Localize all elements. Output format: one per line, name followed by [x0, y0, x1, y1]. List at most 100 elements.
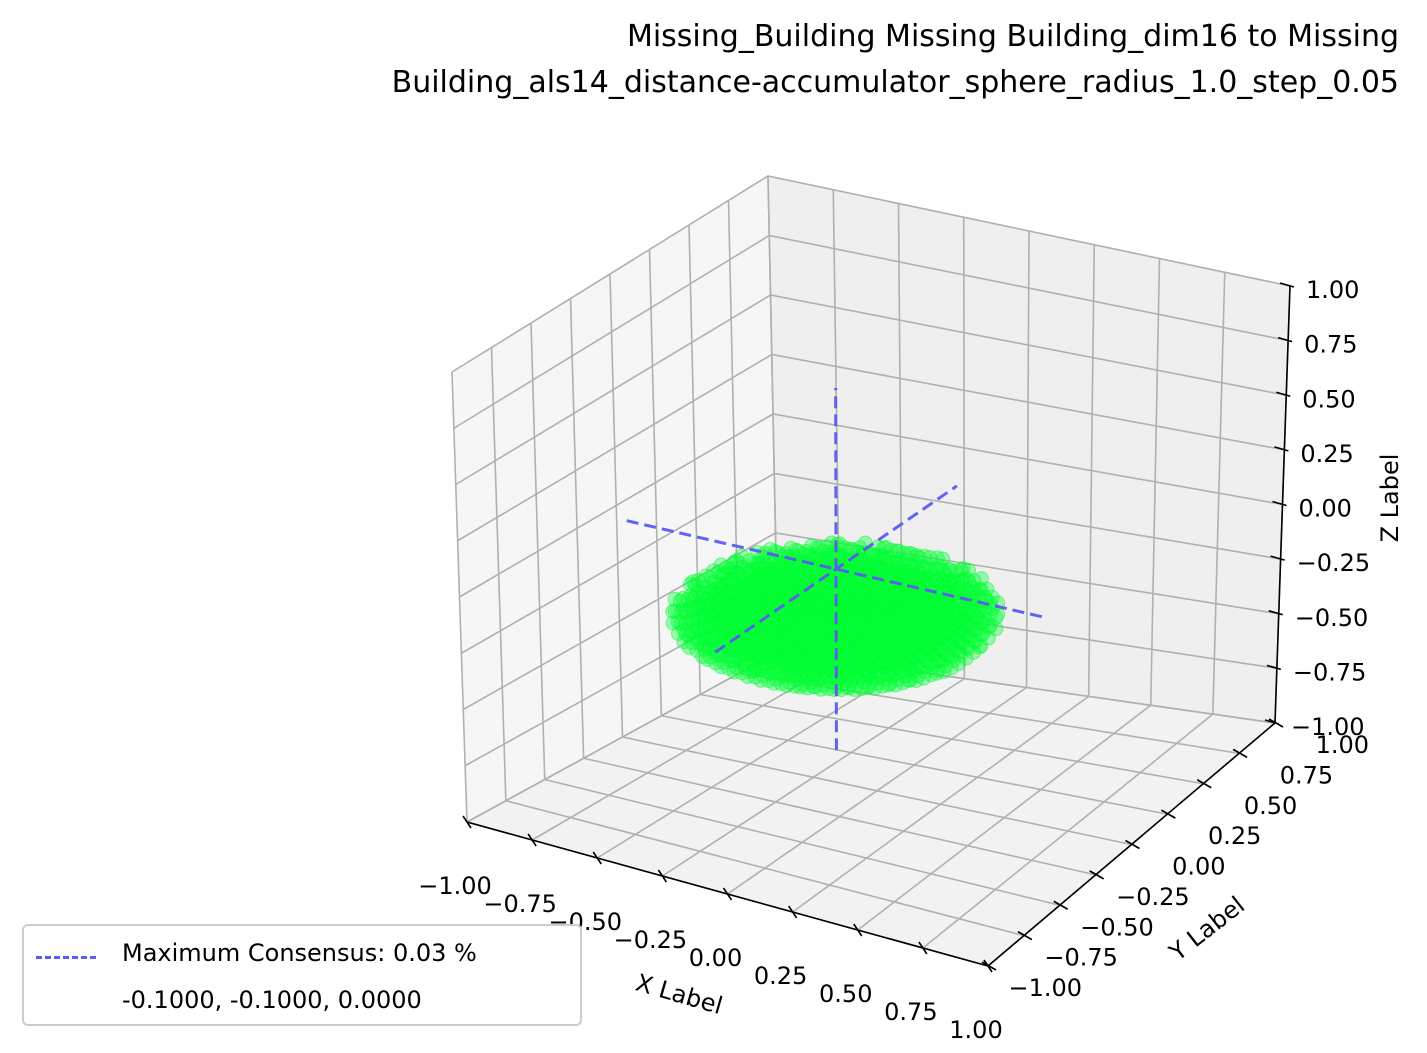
z-tick-label: 0.00 [1299, 495, 1352, 523]
point-cloud-point [849, 632, 864, 648]
point-cloud-point [723, 608, 739, 623]
point-cloud-point [839, 668, 855, 684]
point-cloud-point [802, 629, 817, 645]
z-tick-label: 1.00 [1306, 276, 1359, 304]
x-axis-label: X Label [633, 969, 726, 1020]
z-tick-label: 0.50 [1302, 385, 1355, 413]
legend-dashed-line-swatch [36, 956, 96, 959]
point-cloud-point [681, 628, 697, 644]
point-cloud-point [944, 637, 960, 653]
point-cloud-point [862, 584, 878, 600]
grid-line-y [727, 200, 1240, 755]
point-cloud-point [871, 610, 887, 626]
point-cloud-point [781, 629, 797, 645]
point-cloud-point [700, 640, 716, 656]
point-cloud-point [901, 661, 917, 677]
point-cloud-point [880, 666, 896, 682]
z-tick-label: 0.75 [1304, 331, 1357, 359]
grid-line-y [490, 347, 1025, 937]
x-tick-label: 0.00 [689, 944, 742, 972]
point-cloud-point [897, 568, 913, 584]
grid-line-z [451, 175, 1291, 373]
point-cloud-point [960, 607, 976, 623]
z-tick-label: −0.50 [1295, 604, 1369, 632]
point-cloud-point [906, 596, 922, 612]
point-cloud-point [927, 603, 943, 619]
point-cloud-point [854, 647, 870, 663]
point-cloud-point [920, 558, 936, 574]
point-cloud-point [740, 646, 755, 662]
point-cloud-point [925, 614, 941, 630]
legend: Maximum Consensus: 0.03 % -0.1000, -0.10… [22, 924, 582, 1026]
point-cloud-point [768, 626, 784, 642]
point-cloud-point [826, 659, 842, 675]
point-cloud-point [753, 650, 769, 666]
point-cloud-point [933, 559, 949, 575]
y-tick-label: 0.50 [1244, 792, 1297, 820]
point-cloud-point [959, 571, 974, 587]
point-cloud-point [770, 560, 786, 576]
x-tick-label: −0.25 [614, 926, 688, 954]
point-cloud-point [745, 663, 761, 679]
point-cloud-point [919, 608, 935, 624]
point-cloud-point [934, 597, 950, 613]
y-tick-label: 1.00 [1316, 731, 1369, 759]
point-cloud-point [958, 628, 974, 644]
y-tick-label: −0.25 [1116, 883, 1190, 911]
point-cloud-point [784, 564, 799, 580]
point-cloud-point [938, 568, 954, 584]
point-cloud-point [875, 645, 891, 660]
point-cloud-point [817, 612, 833, 628]
z-axis-label: Z Label [1376, 454, 1404, 543]
point-cloud-point [830, 614, 846, 630]
grid-line-y [530, 322, 1060, 907]
floor-pane [467, 652, 1275, 966]
grid-line-y [569, 298, 1096, 876]
grid-line-y [609, 273, 1132, 846]
point-cloud-point [751, 595, 767, 611]
x-tick-label: 1.00 [949, 1016, 1002, 1044]
point-cloud-point [694, 626, 710, 642]
z-tick-label: −0.75 [1293, 658, 1367, 686]
point-cloud-point [764, 599, 780, 615]
consensus-axis-z [834, 387, 838, 751]
point-cloud-point [736, 612, 752, 628]
y-tick-label: 0.75 [1280, 761, 1333, 789]
point-cloud-point [940, 603, 956, 619]
y-tick-label: 0.00 [1172, 853, 1225, 881]
x-tick-label: −0.75 [483, 890, 557, 918]
x-tick-label: −1.00 [418, 872, 492, 900]
y-tick-label: −1.00 [1008, 974, 1082, 1002]
point-cloud-point [779, 655, 795, 671]
point-cloud-point [860, 668, 876, 684]
x-tick-label: 0.25 [754, 962, 807, 990]
point-cloud-point [923, 633, 939, 649]
z-tick-label: 0.25 [1300, 440, 1353, 468]
point-cloud-point [933, 608, 948, 624]
y-tick-label: −0.50 [1080, 913, 1154, 941]
y-tick-label: 0.25 [1208, 822, 1261, 850]
point-cloud-point [815, 632, 831, 648]
point-cloud-point [929, 654, 945, 670]
point-cloud-point [783, 609, 799, 625]
point-cloud-point [945, 619, 961, 635]
x-tick-label: 0.50 [819, 980, 872, 1008]
z-tick-label: −0.25 [1297, 549, 1371, 577]
point-cloud-point [755, 622, 770, 638]
x-tick-label: 0.75 [884, 998, 937, 1026]
point-cloud-point [792, 668, 808, 683]
point-cloud-point [875, 586, 891, 602]
grid-line-y [648, 249, 1168, 815]
point-cloud-point [890, 627, 906, 643]
grid-line-y [688, 224, 1204, 785]
point-cloud-point [726, 642, 742, 658]
point-cloud-point [971, 639, 987, 655]
point-cloud-point [906, 608, 922, 623]
point-cloud-point [766, 653, 782, 669]
point-cloud-point [800, 646, 816, 662]
legend-entry-consensus: Maximum Consensus: 0.03 % [122, 939, 477, 967]
point-cloud-point [914, 602, 930, 618]
legend-entry-coordinates: -0.1000, -0.1000, 0.0000 [122, 986, 422, 1014]
point-cloud-point [804, 609, 819, 625]
